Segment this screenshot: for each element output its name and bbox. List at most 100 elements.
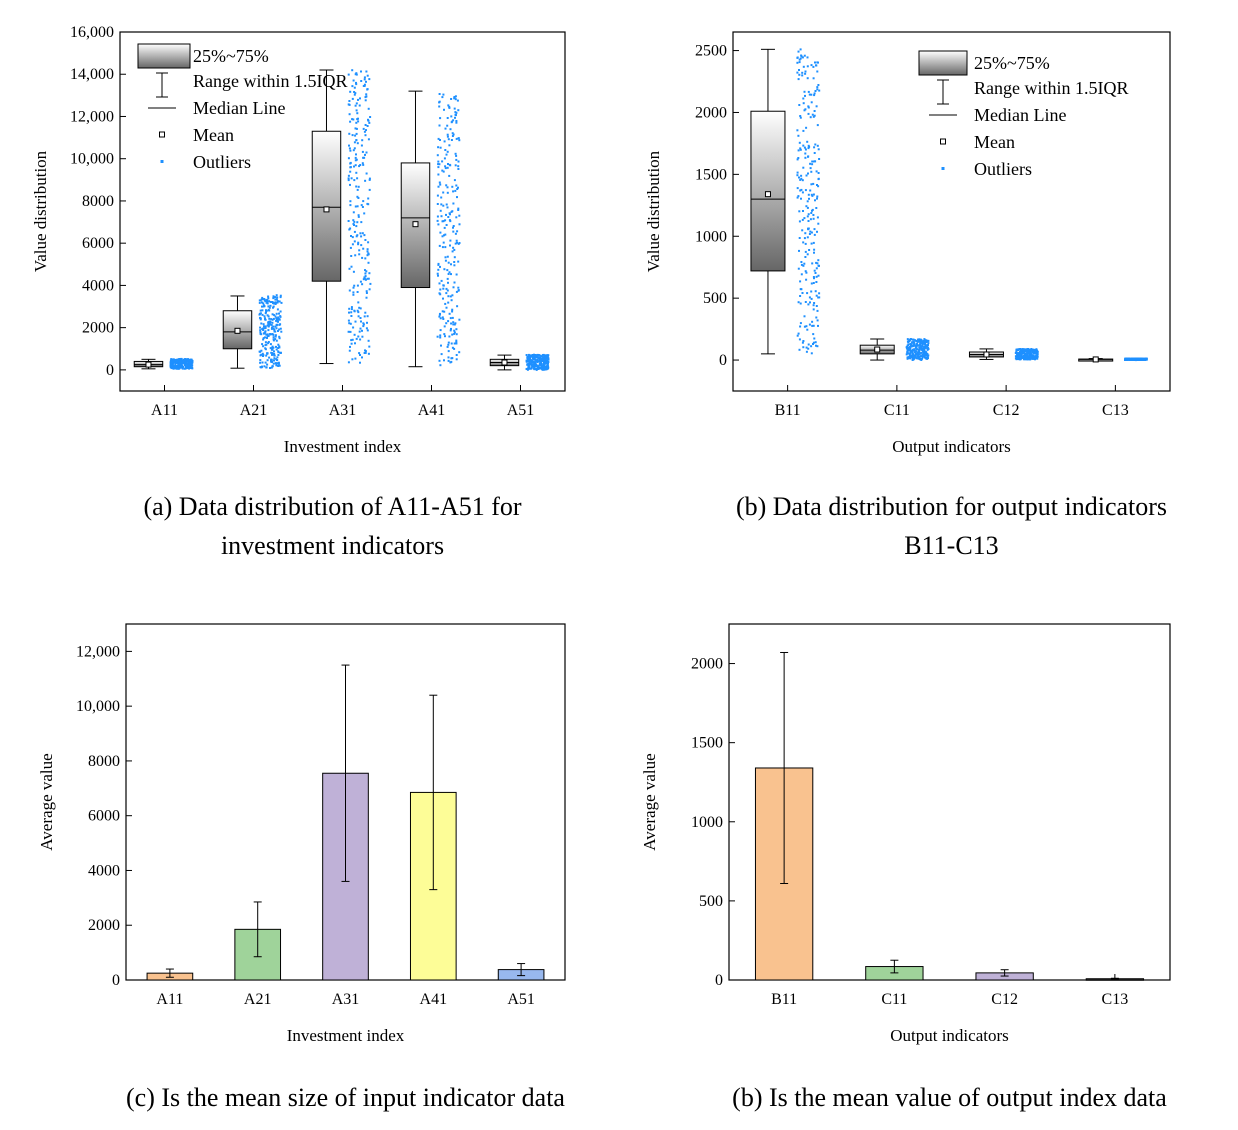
data-point bbox=[438, 244, 441, 247]
data-point bbox=[816, 319, 819, 322]
x-tick-label: C12 bbox=[991, 991, 1018, 1008]
data-point bbox=[274, 315, 277, 318]
data-point bbox=[352, 79, 355, 82]
data-point bbox=[275, 298, 278, 301]
data-point bbox=[457, 168, 460, 170]
data-point bbox=[437, 137, 440, 140]
data-point bbox=[1036, 356, 1038, 359]
data-point bbox=[917, 344, 920, 347]
data-point bbox=[537, 365, 540, 368]
data-point bbox=[799, 148, 802, 151]
data-point bbox=[1128, 357, 1130, 360]
data-point bbox=[356, 112, 359, 115]
data-point bbox=[347, 179, 350, 182]
data-point bbox=[445, 287, 448, 290]
data-point bbox=[352, 118, 355, 121]
data-point bbox=[542, 354, 545, 356]
data-point bbox=[1137, 357, 1140, 360]
data-point bbox=[368, 177, 371, 180]
data-point bbox=[355, 139, 358, 142]
data-point bbox=[350, 339, 353, 342]
data-point bbox=[926, 353, 929, 356]
data-point bbox=[1134, 359, 1137, 361]
data-point bbox=[451, 185, 454, 188]
data-point bbox=[176, 360, 179, 363]
data-point bbox=[269, 304, 272, 307]
data-point bbox=[805, 350, 808, 353]
data-point bbox=[814, 272, 817, 274]
data-point bbox=[458, 214, 461, 217]
data-point bbox=[917, 340, 919, 343]
data-point bbox=[525, 354, 528, 356]
data-point bbox=[363, 85, 366, 87]
data-point bbox=[437, 160, 440, 163]
data-point bbox=[817, 259, 820, 262]
data-point bbox=[183, 363, 186, 366]
data-point bbox=[270, 318, 273, 321]
data-point bbox=[449, 128, 452, 131]
mean-marker bbox=[234, 327, 241, 334]
data-point bbox=[1027, 348, 1030, 350]
data-point bbox=[797, 149, 800, 152]
data-point bbox=[363, 276, 366, 279]
iqr-box bbox=[750, 110, 786, 272]
data-point bbox=[926, 340, 929, 343]
data-point bbox=[353, 284, 356, 287]
data-point bbox=[807, 172, 809, 175]
data-point bbox=[354, 134, 357, 137]
data-point bbox=[359, 338, 362, 341]
data-point bbox=[275, 294, 278, 297]
data-point bbox=[180, 362, 183, 365]
data-point bbox=[366, 254, 369, 257]
legend-outlier-label: Outliers bbox=[193, 152, 251, 172]
data-point bbox=[813, 248, 816, 251]
data-point bbox=[812, 341, 815, 344]
data-point bbox=[806, 215, 809, 218]
data-point bbox=[364, 275, 367, 278]
data-point bbox=[355, 109, 358, 112]
data-point bbox=[812, 182, 815, 185]
data-point bbox=[446, 166, 449, 169]
data-point bbox=[799, 115, 802, 117]
data-point bbox=[921, 344, 924, 346]
data-point bbox=[450, 360, 453, 363]
data-point bbox=[446, 135, 449, 138]
data-point bbox=[922, 352, 925, 355]
data-point bbox=[543, 366, 545, 369]
data-point bbox=[799, 325, 802, 328]
data-point bbox=[361, 283, 364, 286]
data-point bbox=[813, 94, 816, 97]
data-point bbox=[805, 271, 808, 274]
data-point bbox=[444, 127, 447, 130]
data-point bbox=[351, 118, 354, 121]
y-tick-label: 4000 bbox=[88, 862, 120, 879]
data-point bbox=[450, 299, 453, 302]
data-point bbox=[1025, 356, 1028, 358]
data-point bbox=[807, 112, 810, 115]
data-point bbox=[445, 153, 448, 156]
data-point bbox=[351, 338, 354, 341]
data-point bbox=[814, 143, 817, 146]
data-point bbox=[272, 317, 275, 320]
chart-caption: investment indicators bbox=[221, 531, 444, 560]
data-point bbox=[276, 356, 279, 359]
data-point bbox=[801, 292, 804, 294]
data-point bbox=[262, 337, 265, 340]
data-point bbox=[261, 313, 264, 316]
y-tick-label: 10,000 bbox=[70, 151, 114, 168]
data-point bbox=[270, 348, 273, 351]
data-point bbox=[368, 178, 371, 181]
data-point bbox=[361, 256, 364, 259]
data-point bbox=[447, 356, 450, 359]
data-point bbox=[817, 148, 820, 151]
data-point bbox=[457, 209, 460, 211]
data-point bbox=[366, 250, 369, 253]
y-tick-label: 1500 bbox=[691, 735, 723, 752]
data-point bbox=[810, 212, 813, 214]
data-point bbox=[264, 361, 267, 364]
data-point bbox=[535, 360, 538, 363]
data-point bbox=[262, 338, 265, 341]
data-point bbox=[458, 351, 461, 354]
data-point bbox=[804, 94, 806, 97]
data-point bbox=[266, 359, 269, 362]
